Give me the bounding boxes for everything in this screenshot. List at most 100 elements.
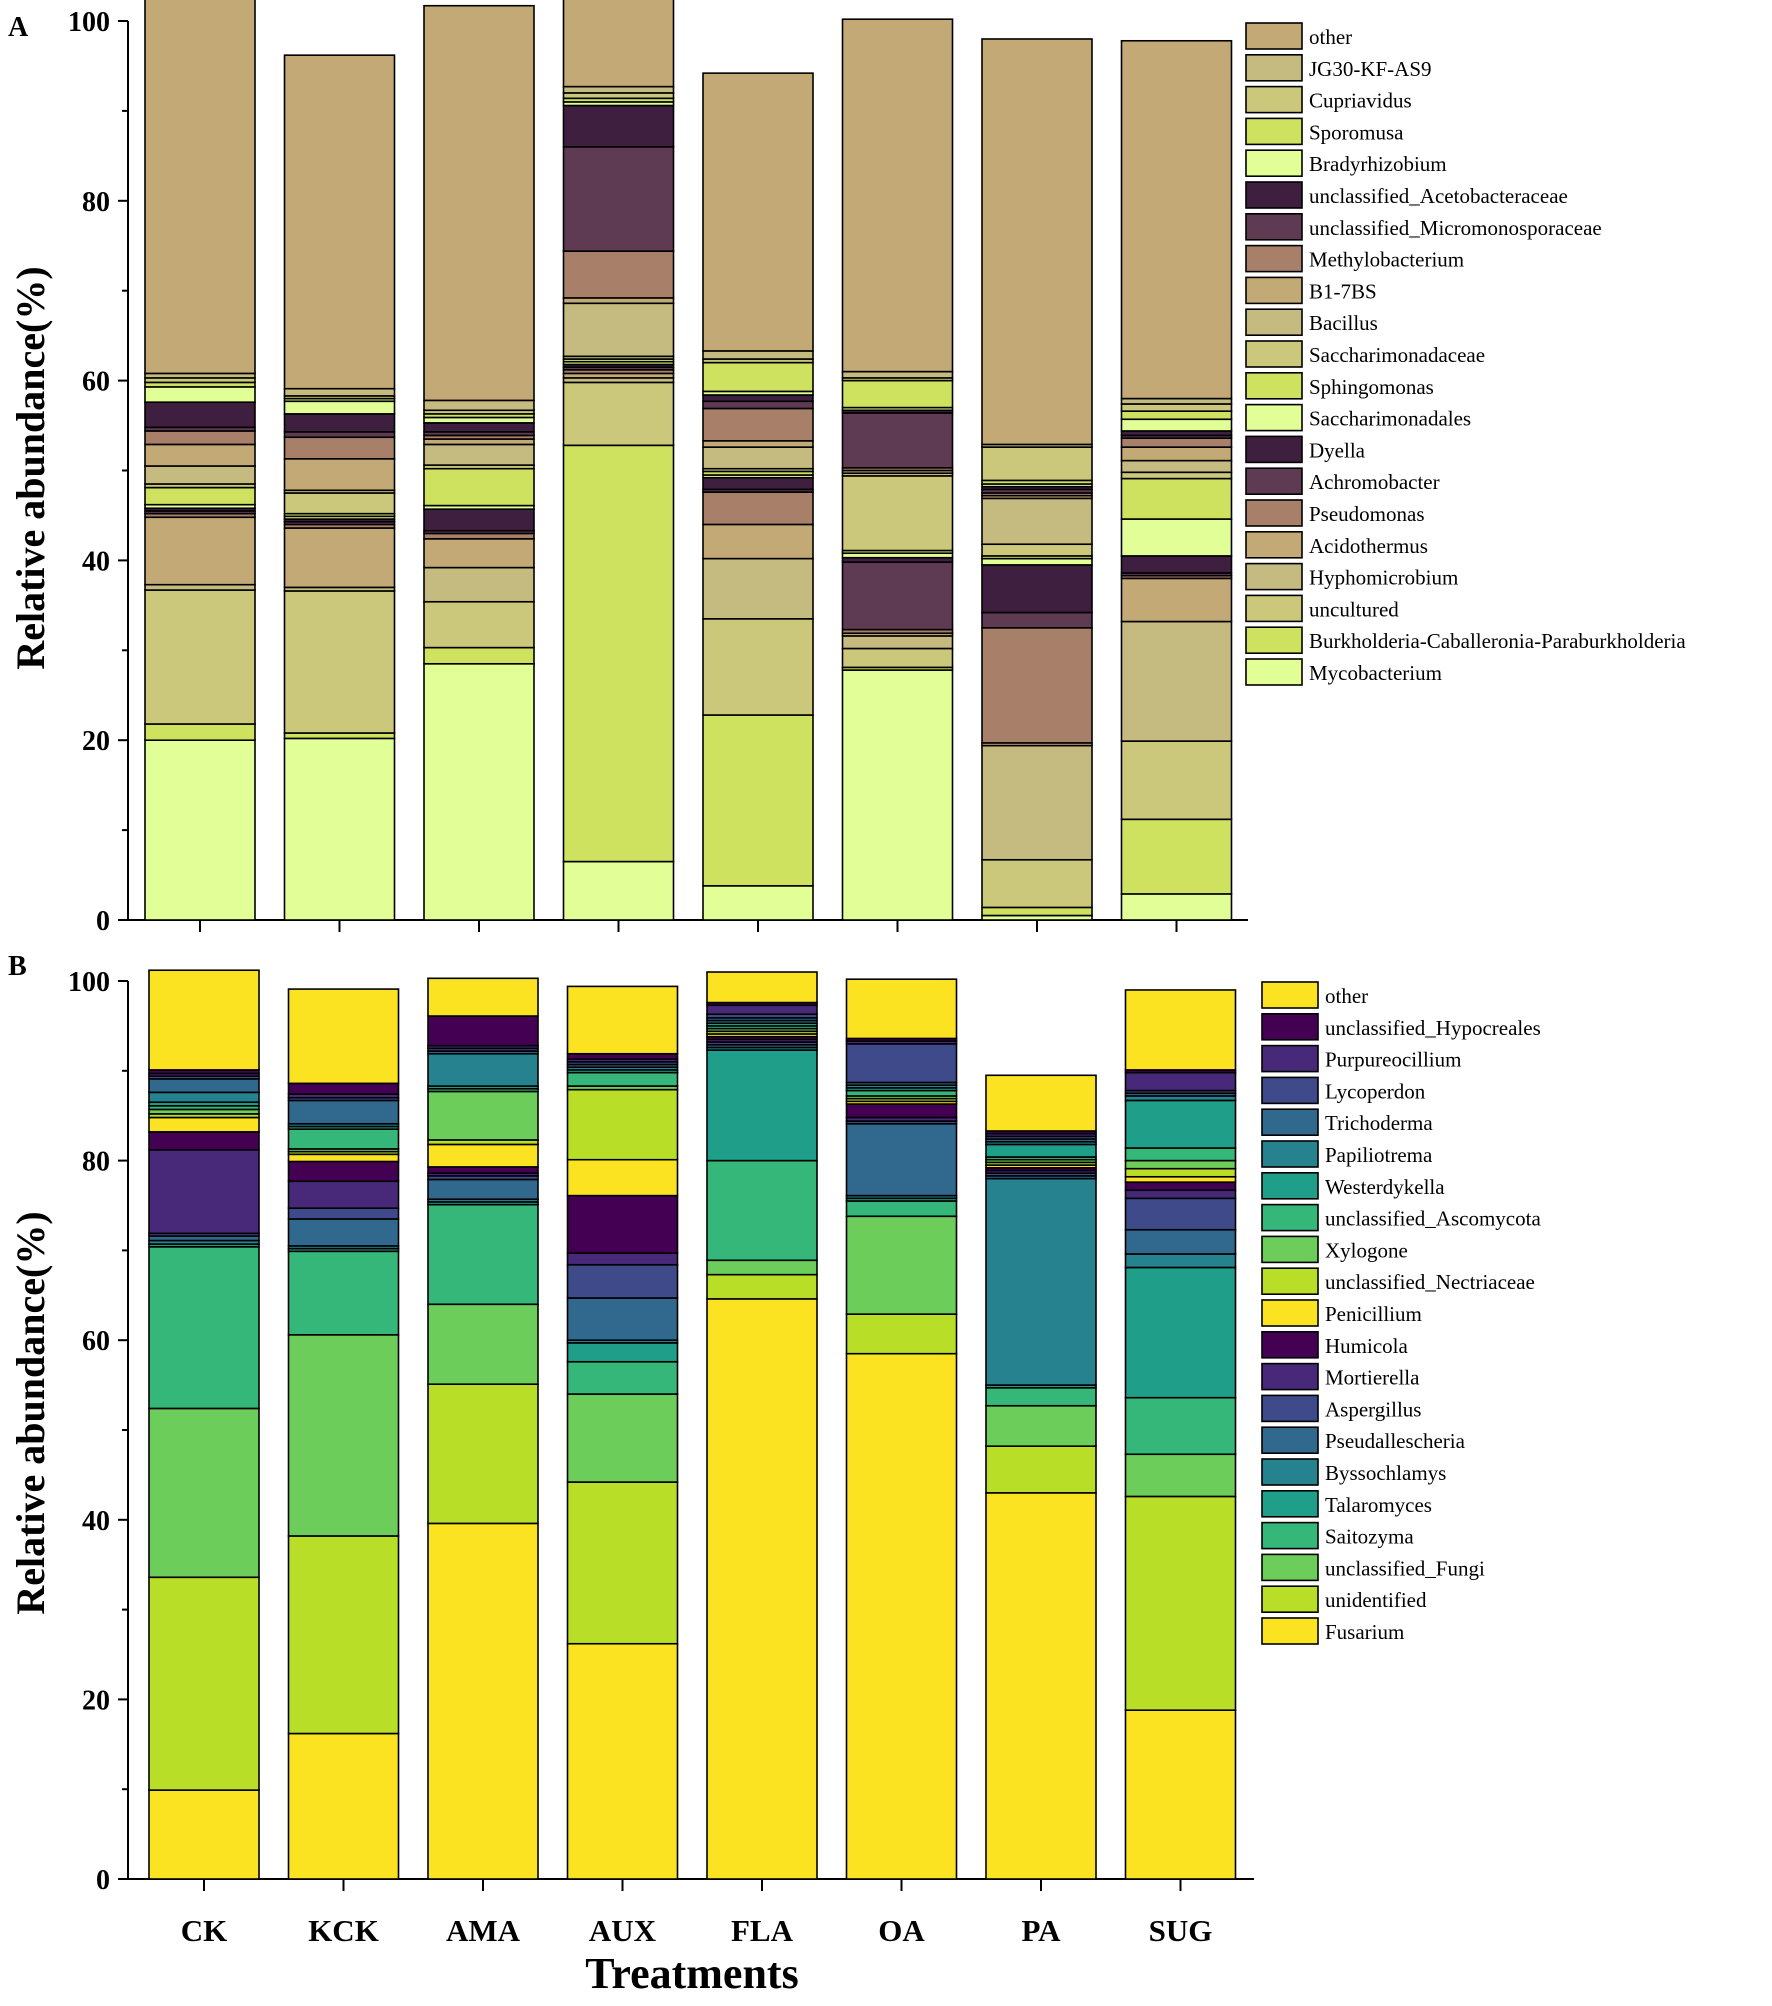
bar-segment (427, 1178, 539, 1201)
panel-a-chart: 0 20 40 60 80 100 other JG30-KF-AS9 Cupriavidus S… (68, 0, 1686, 937)
legend-label: unclassified_Ascomycota (1325, 1207, 1541, 1231)
bar-segment (562, 302, 675, 358)
bar-segment (1120, 893, 1233, 921)
legend-swatch (1245, 276, 1303, 305)
bar-segment (845, 1103, 958, 1119)
bar-segment (427, 1303, 539, 1386)
legend-swatch (1245, 149, 1303, 177)
legend-label: Purpureocillium (1325, 1048, 1461, 1072)
bar-segment (845, 1352, 958, 1880)
y-tick-label: 0 (96, 906, 110, 937)
legend-label: Lycoperdon (1325, 1079, 1426, 1103)
legend-label: unidentified (1325, 1588, 1427, 1612)
legend-swatch (1245, 499, 1303, 527)
bar-segment (144, 465, 256, 485)
bar-segment (706, 1049, 818, 1162)
bar-segment (985, 1074, 1097, 1132)
legend-label: Methylobacterium (1309, 248, 1464, 272)
bar-segment (702, 440, 814, 448)
bar-segment (423, 532, 535, 540)
bar-segment (1124, 1495, 1237, 1711)
bar-segment (1124, 1253, 1237, 1269)
bar-segment (845, 1122, 958, 1197)
bar-segment (845, 1200, 958, 1218)
legend-swatch (1245, 626, 1303, 655)
bar-segment (283, 436, 396, 460)
x-tick-label: FLA (731, 1913, 794, 1948)
bar-segment (1120, 397, 1233, 405)
bar-segment (287, 1535, 400, 1735)
y-tick-label: 40 (82, 546, 110, 577)
bar-segment (287, 1082, 400, 1095)
legend-label: Sporomusa (1309, 120, 1404, 144)
bar-segment (427, 1203, 539, 1306)
legend-swatch (1245, 371, 1303, 400)
bar-segment (144, 430, 256, 446)
bar-segment (1120, 818, 1233, 895)
legend-swatch (1261, 1521, 1319, 1550)
bar-segment (423, 399, 535, 412)
legend-label: Westerdykella (1325, 1175, 1445, 1199)
legend-label: uncultured (1309, 597, 1399, 621)
bar-segment (566, 1194, 679, 1254)
bar-segment (706, 1298, 818, 1880)
legend-swatch (1261, 1172, 1319, 1200)
bar-segment (1120, 410, 1233, 421)
bar-segment (562, 104, 675, 148)
bar-segment (562, 250, 675, 299)
legend-swatch (1261, 1553, 1319, 1582)
bar-segment (1124, 1175, 1237, 1183)
y-tick-label: 60 (82, 1326, 110, 1357)
bar-segment (566, 1360, 679, 1395)
bar-segment (562, 92, 675, 100)
bar-segment (1120, 446, 1233, 462)
bar-segment (985, 1404, 1097, 1447)
bar-segment (283, 413, 396, 433)
legend-label: Burkholderia-Caballeronia-Paraburkholder… (1309, 629, 1686, 653)
legend-swatch (1261, 1458, 1319, 1486)
panel-b-label: B (8, 951, 27, 982)
bar-segment (841, 669, 954, 921)
bar-segment (702, 407, 814, 442)
bar-segment (702, 361, 814, 393)
legend-label: Dyella (1309, 438, 1366, 462)
bar-segment (148, 1789, 260, 1880)
bar-segment (1120, 471, 1233, 480)
bar-segment (981, 497, 1093, 546)
bar-segment (1120, 740, 1233, 821)
bar-segment (144, 723, 256, 742)
bar-segment (981, 564, 1093, 614)
bar-segment (148, 1407, 260, 1579)
bar-segment (1124, 989, 1237, 1071)
legend-label: Saitozyma (1325, 1525, 1414, 1549)
bar-segment (148, 1116, 260, 1133)
bar-segment (566, 1158, 679, 1197)
bar-segment (427, 1143, 539, 1168)
legend-label: Xylogone (1325, 1238, 1408, 1262)
bar-segment (981, 38, 1093, 446)
bar-segment (144, 443, 256, 467)
bar-segment (427, 1090, 539, 1141)
bar-segment (423, 538, 535, 569)
legend-label: Pseudomonas (1309, 502, 1425, 526)
bar-segment (702, 446, 814, 470)
legend-label: Humicola (1325, 1334, 1408, 1358)
legend-label: Saccharimonadaceae (1309, 343, 1485, 367)
bar-segment (981, 858, 1093, 909)
bar-segment (1124, 1189, 1237, 1200)
bar-segment (287, 1334, 400, 1537)
legend-swatch (1245, 213, 1303, 241)
x-tick-label: CK (181, 1913, 228, 1948)
legend-swatch (1261, 1394, 1319, 1423)
x-tick-label: SUG (1149, 1913, 1213, 1948)
bar-segment (702, 885, 814, 921)
legend-label: Saccharimonadales (1309, 407, 1471, 431)
legend-swatch (1261, 1362, 1319, 1391)
bar-segment (423, 600, 535, 649)
legend-swatch (1261, 981, 1319, 1009)
bar-segment (283, 590, 396, 734)
legend-label: Fusarium (1325, 1620, 1404, 1644)
bar-segment (1120, 477, 1233, 520)
bar-segment (427, 1015, 539, 1047)
